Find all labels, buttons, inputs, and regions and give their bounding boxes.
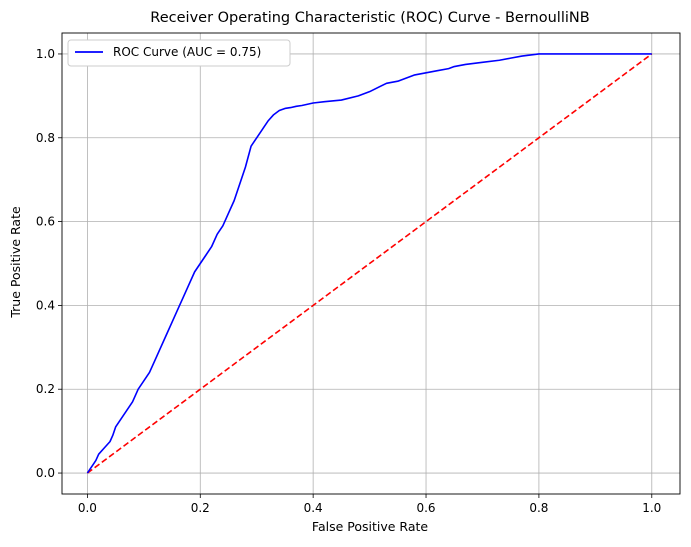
y-tick-label: 0.8	[36, 131, 55, 145]
x-tick-label: 0.6	[416, 501, 435, 515]
roc-curve-line	[86, 53, 652, 474]
chart-title: Receiver Operating Characteristic (ROC) …	[150, 10, 589, 26]
x-tick-label: 0.2	[191, 501, 210, 515]
y-tick-label: 1.0	[36, 47, 55, 61]
legend-entry-roc: ROC Curve (AUC = 0.75)	[113, 45, 261, 59]
x-tick-label: 0.8	[529, 501, 548, 515]
ticks: 0.0 0.2 0.4 0.6 0.8 1.0 0.0 0.2 0.4 0.6 0.8 1.0	[36, 47, 661, 515]
y-tick-label: 0.0	[36, 466, 55, 480]
series-layer	[86, 53, 653, 474]
y-tick-label: 0.2	[36, 382, 55, 396]
x-axis-label: False Positive Rate	[312, 519, 428, 534]
plot-area-frame	[61, 32, 681, 495]
chance-diagonal-line	[86, 53, 653, 474]
x-tick-label: 0.0	[78, 501, 97, 515]
x-tick-label: 1.0	[642, 501, 661, 515]
y-tick-label: 0.6	[36, 215, 55, 229]
x-tick-label: 0.4	[304, 501, 323, 515]
legend-box	[67, 39, 291, 67]
y-tick-label: 0.4	[36, 298, 55, 312]
legend: ROC Curve (AUC = 0.75)	[67, 39, 291, 67]
y-axis-label: True Positive Rate	[8, 206, 23, 319]
